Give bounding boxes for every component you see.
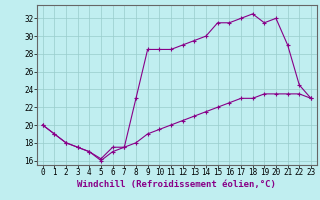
X-axis label: Windchill (Refroidissement éolien,°C): Windchill (Refroidissement éolien,°C) [77,180,276,189]
